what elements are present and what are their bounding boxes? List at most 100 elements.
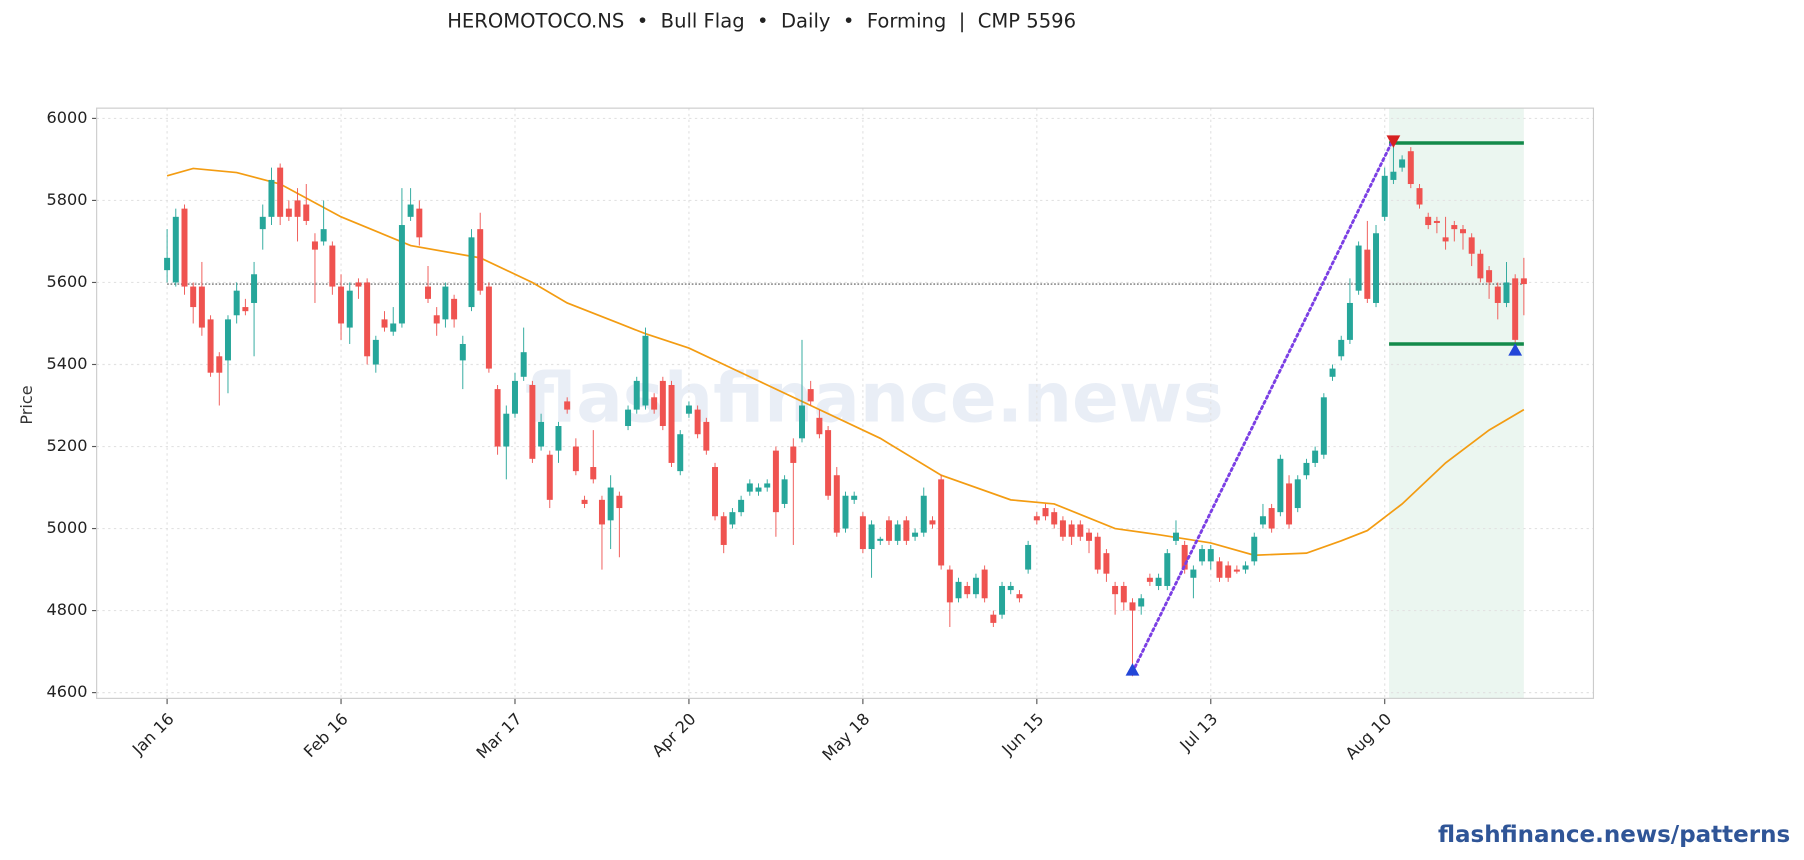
candle-body [164,257,171,271]
candle-body [216,356,223,373]
candle-body [1468,237,1475,254]
candle-body [1094,536,1101,570]
candle-body [929,520,936,525]
candle-body [1155,577,1162,586]
candle-body [1146,577,1153,582]
candle-body [1477,253,1484,279]
candle-body [1207,549,1214,562]
candle-body [503,413,510,447]
candle-body [1242,565,1249,570]
candle-body [781,479,788,504]
candle-body [1068,524,1075,537]
footer-link: flashfinance.news/patterns [1438,822,1790,848]
pattern-marker [1508,343,1523,356]
candle-body [938,479,945,566]
flag-zone [1389,108,1524,699]
candle-body [981,569,988,599]
candle-body [633,380,640,410]
candle-body [390,323,397,332]
candle-body [807,389,814,402]
candle-body [651,397,658,410]
candle-body [346,290,353,328]
moving-average [166,167,1525,557]
candle-body [338,286,345,324]
candle-body [190,286,197,308]
candle-body [868,524,875,550]
candle-body [598,499,605,525]
candle-body [355,282,362,287]
candle-body [538,421,545,447]
candle-body [311,241,318,250]
candle-body [1320,397,1327,455]
candle-body [1451,225,1458,230]
candle-body [372,339,379,365]
candle-body [224,319,231,361]
candle-body [1364,249,1371,299]
candle-body [207,319,214,373]
candle-body [1059,520,1066,537]
candle-body [1172,532,1179,541]
candle-body [1512,278,1519,340]
x-tick-label: Mar 17 [473,709,526,762]
candle-body [964,585,971,595]
candle-body [955,581,962,599]
candle-body [912,532,919,537]
chart-title: HEROMOTOCO.NS • Bull Flag • Daily • Form… [447,9,1076,32]
candle-body [859,516,866,550]
candle-body [1112,585,1119,595]
candle-body [555,426,562,451]
candle-body [790,446,797,463]
x-tick-label: May 18 [818,709,873,764]
pole-line [1131,137,1395,674]
candle-body [1486,270,1493,283]
candle-body [825,430,832,496]
candle-body [242,307,249,312]
candle-body [433,315,440,324]
candle-body [364,282,371,357]
candle-body [946,569,953,603]
candle-body [694,409,701,435]
candle-body [1294,479,1301,509]
candle-body [1520,278,1527,285]
candle-body [851,495,858,500]
candle-body [903,520,910,541]
y-tick-label: 4800 [46,600,87,619]
candle-body [1329,368,1336,377]
candle-body [772,450,779,513]
candle-body [1164,553,1171,586]
x-tick-label: Apr 20 [648,709,699,760]
candle-body [1042,508,1049,517]
candle-body [1138,598,1145,607]
candle-body [1259,516,1266,525]
candle-body [877,538,884,541]
candle-body [172,216,179,283]
candle-body [1199,549,1206,562]
candle-body [677,434,684,472]
candle-body [1268,508,1275,529]
candle-body [1425,216,1432,226]
candle-body [529,384,536,459]
candle-body [459,343,466,361]
candle-body [511,380,518,414]
candle-body [1233,569,1240,572]
candle-body [329,245,336,287]
candle-body [607,487,614,521]
candle-body [1346,302,1353,340]
candle-body [1251,536,1258,562]
candle-body [1355,245,1362,291]
candle-body [233,290,240,316]
candle-body [1399,159,1406,168]
candle-body [477,229,484,291]
candle-body [1086,532,1093,541]
candle-body [1033,516,1040,521]
candle-body [894,524,901,541]
candle-body [703,421,710,451]
candle-body [1494,286,1501,303]
candle-body [616,495,623,509]
candle-body [885,520,892,541]
candle-body [999,585,1006,615]
candle-body [407,204,414,217]
candle-body [181,208,188,287]
